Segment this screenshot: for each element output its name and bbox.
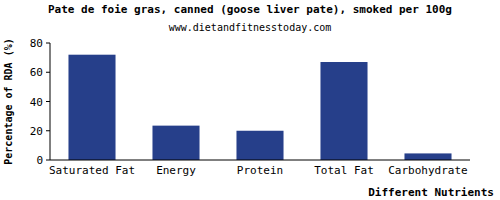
x-axis-label: Different Nutrients (368, 186, 494, 199)
y-tick-label: 0 (36, 154, 43, 167)
y-tick (46, 72, 50, 73)
bar (236, 131, 283, 160)
x-tick-label: Saturated Fat (49, 164, 135, 177)
bar (320, 62, 367, 160)
y-tick (46, 43, 50, 44)
bars (68, 55, 451, 160)
subtitle: www.dietandfitnesstoday.com (169, 22, 332, 33)
bar (404, 153, 451, 160)
y-tick-label: 40 (30, 96, 43, 109)
x-tick-label: Energy (156, 164, 196, 177)
x-axis (50, 160, 470, 161)
y-tick (46, 101, 50, 102)
y-tick (46, 130, 50, 131)
y-axis-label: Percentage of RDA (%) (3, 38, 14, 164)
y-tick-label: 80 (30, 37, 43, 50)
bar (152, 126, 199, 160)
title: Pate de foie gras, canned (goose liver p… (48, 3, 452, 16)
chart: Pate de foie gras, canned (goose liver p… (0, 0, 500, 200)
x-tick-label: Protein (237, 164, 283, 177)
y-tick (46, 160, 50, 161)
y-tick-label: 20 (30, 125, 43, 138)
bar (68, 55, 115, 160)
y-tick-label: 60 (30, 66, 43, 79)
x-tick-label: Total Fat (314, 164, 374, 177)
y-axis (50, 43, 51, 160)
x-tick-label: Carbohydrate (388, 164, 467, 177)
